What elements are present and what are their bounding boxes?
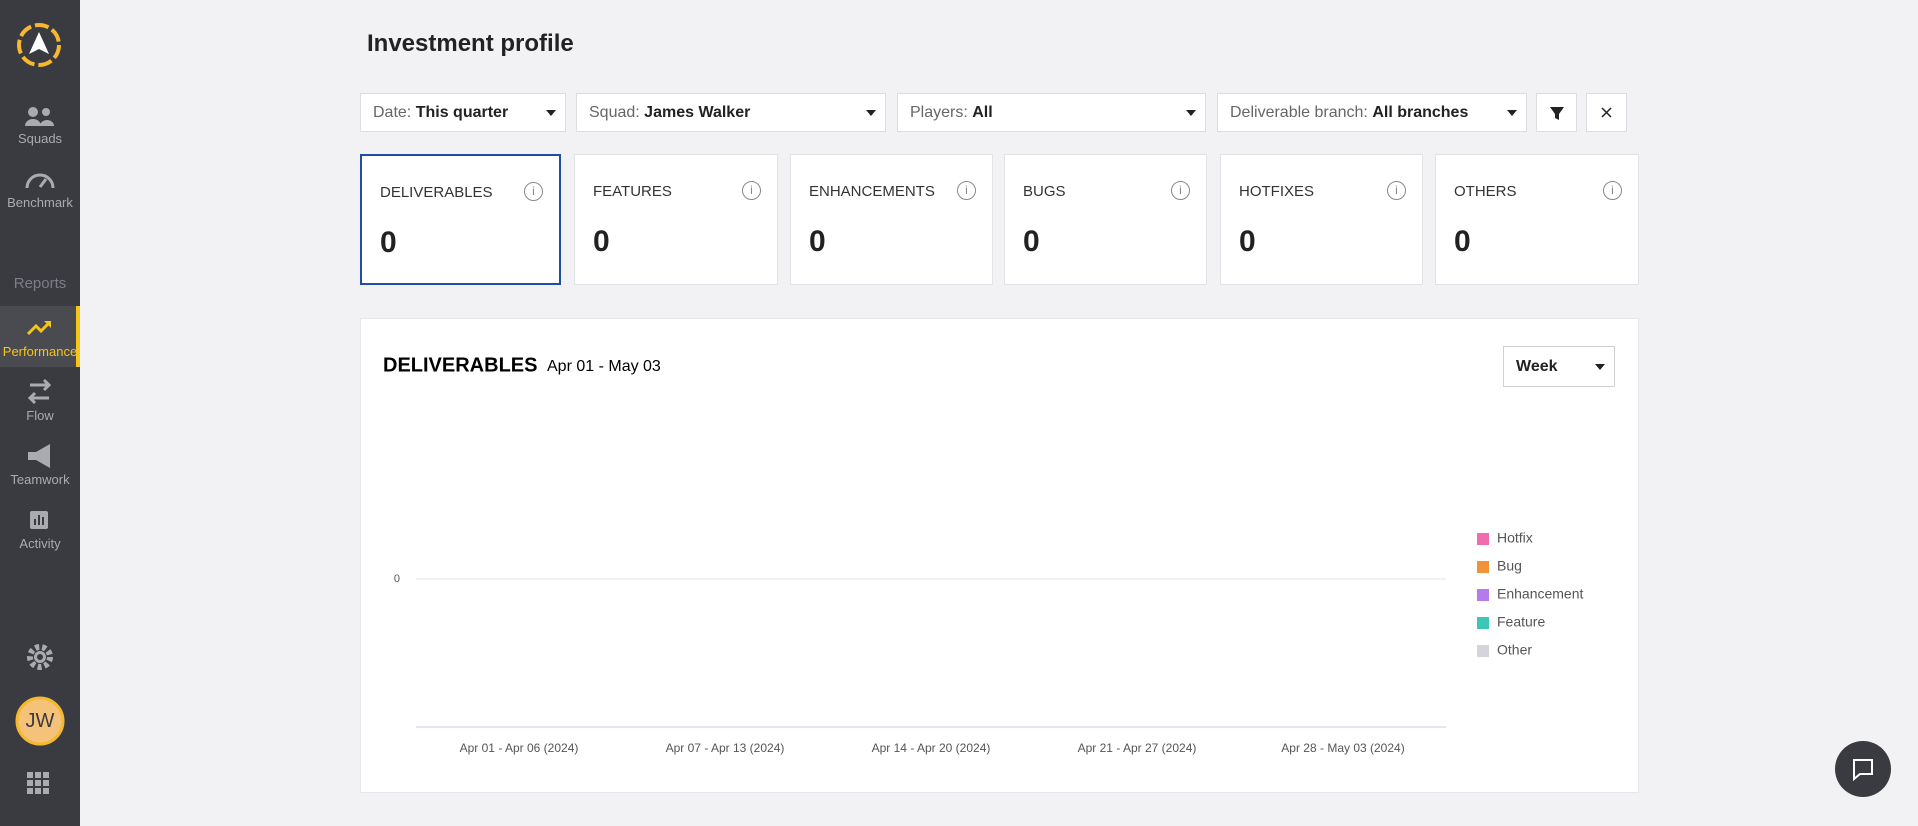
- caret: [1507, 110, 1517, 116]
- legend-swatch: [1477, 617, 1489, 629]
- nav-label[interactable]: Flow: [26, 408, 54, 423]
- chart-subtitle: Apr 01 - May 03: [547, 358, 661, 375]
- nav-label[interactable]: Activity: [19, 536, 61, 551]
- filter-value: This quarter: [415, 104, 509, 121]
- chat-icon: [1853, 759, 1873, 782]
- card-value: 0: [1239, 225, 1256, 258]
- legend-swatch: [1477, 645, 1489, 657]
- card-value: 0: [1454, 225, 1471, 258]
- legend-label: Hotfix: [1497, 530, 1533, 546]
- card-value: 0: [809, 225, 826, 258]
- filter-label: Date:: [373, 104, 412, 121]
- stat-card[interactable]: DELIVERABLES 0 i: [360, 154, 561, 285]
- card-value: 0: [593, 225, 610, 258]
- stat-card[interactable]: BUGS 0 i: [1004, 154, 1207, 285]
- filter-select[interactable]: Date: This quarter: [360, 93, 566, 132]
- card-label: OTHERS: [1454, 183, 1517, 200]
- nav-label[interactable]: Teamwork: [10, 472, 70, 487]
- page-title: Investment profile: [367, 30, 574, 57]
- stat-card[interactable]: OTHERS 0 i: [1435, 154, 1639, 285]
- section-label: Reports: [13, 275, 67, 292]
- legend-label: Enhancement: [1497, 586, 1584, 602]
- card-value: 0: [1023, 225, 1040, 258]
- caret: [1186, 110, 1196, 116]
- card-label: FEATURES: [593, 183, 672, 200]
- info-icon: i: [1387, 181, 1406, 200]
- legend-label: Bug: [1497, 558, 1522, 574]
- info-icon: i: [742, 181, 761, 200]
- x-tick-label: Apr 21 - Apr 27 (2024): [1078, 741, 1197, 755]
- interval-select[interactable]: Week: [1503, 346, 1615, 387]
- chart-title: DELIVERABLES: [383, 354, 537, 376]
- interval-value: Week: [1516, 358, 1558, 375]
- x-tick-label: Apr 07 - Apr 13 (2024): [666, 741, 785, 755]
- filter-value: All branches: [1372, 104, 1469, 121]
- info-icon: i: [1603, 181, 1622, 200]
- legend-label: Feature: [1497, 614, 1545, 630]
- filter-label: Deliverable branch:: [1230, 104, 1368, 121]
- filter-value: All: [972, 104, 993, 121]
- y-tick-label: 0: [394, 573, 400, 585]
- stat-card[interactable]: FEATURES 0 i: [574, 154, 778, 285]
- card-label: HOTFIXES: [1239, 183, 1315, 200]
- sidebar: Squads Benchmark Reports Performance Flo…: [0, 0, 80, 826]
- card-label: BUGS: [1023, 183, 1066, 200]
- legend-swatch: [1477, 561, 1489, 573]
- chart-panel: [360, 318, 1639, 793]
- filter-icon: [1550, 107, 1564, 120]
- filter-select[interactable]: Deliverable branch: All branches: [1217, 93, 1527, 132]
- stat-card[interactable]: ENHANCEMENTS 0 i: [790, 154, 993, 285]
- nav-label[interactable]: Performance: [2, 344, 78, 359]
- x-tick-label: Apr 14 - Apr 20 (2024): [872, 741, 991, 755]
- filter-label: Squad:: [589, 104, 640, 121]
- chat-button[interactable]: [1835, 741, 1891, 797]
- x-tick-label: Apr 28 - May 03 (2024): [1281, 741, 1404, 755]
- caret: [866, 110, 876, 116]
- filter-label: Players:: [910, 104, 968, 121]
- sidebar-icons: [0, 23, 80, 794]
- legend-label: Other: [1497, 642, 1532, 658]
- filter-value: James Walker: [644, 104, 751, 121]
- legend-swatch: [1477, 533, 1489, 545]
- info-icon: i: [957, 181, 976, 200]
- card-label: DELIVERABLES: [380, 184, 493, 201]
- card-label: ENHANCEMENTS: [809, 183, 935, 200]
- legend-swatch: [1477, 589, 1489, 601]
- x-tick-label: Apr 01 - Apr 06 (2024): [460, 741, 579, 755]
- close-icon: [1601, 107, 1612, 118]
- filter-select[interactable]: Players: All: [897, 93, 1206, 132]
- filter-button[interactable]: [1536, 93, 1577, 132]
- avatar[interactable]: JW: [25, 710, 55, 732]
- nav-label[interactable]: Squads: [17, 131, 63, 146]
- clear-button[interactable]: [1586, 93, 1627, 132]
- nav-label[interactable]: Benchmark: [7, 195, 73, 210]
- stat-card[interactable]: HOTFIXES 0 i: [1220, 154, 1423, 285]
- filter-select[interactable]: Squad: James Walker: [576, 93, 886, 132]
- caret: [546, 110, 556, 116]
- info-icon: i: [1171, 181, 1190, 200]
- info-icon: i: [524, 182, 543, 201]
- card-value: 0: [380, 226, 397, 259]
